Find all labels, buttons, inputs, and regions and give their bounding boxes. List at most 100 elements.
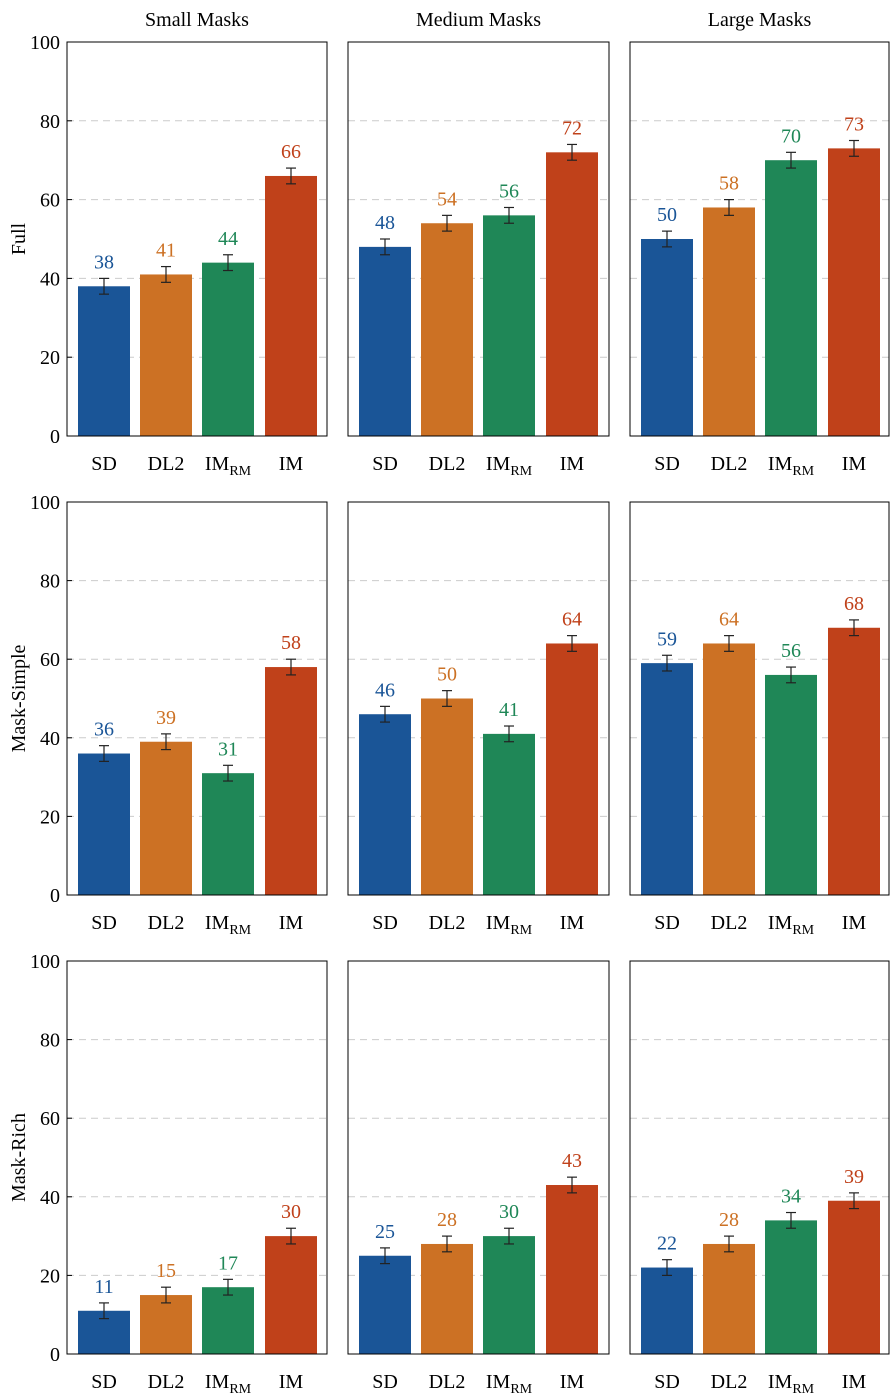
y-tick-label: 20 (40, 806, 60, 828)
row-label: Mask-Rich (8, 1113, 30, 1202)
y-tick-label: 60 (40, 190, 60, 212)
bar (78, 286, 130, 436)
x-tick-label: DL2 (148, 912, 185, 934)
bar (265, 667, 317, 895)
y-tick-label: 100 (30, 492, 60, 514)
x-tick-label: IM (842, 1371, 867, 1393)
y-tick-label: 80 (40, 111, 60, 133)
bar (765, 1220, 817, 1354)
x-tick-label-main: DL2 (429, 912, 466, 934)
x-tick-label: DL2 (148, 1371, 185, 1393)
x-tick-label: SD (91, 912, 117, 934)
x-tick-label-main: SD (372, 453, 398, 475)
data-label: 17 (218, 1252, 238, 1274)
x-tick-label: IMRM (205, 1371, 252, 1397)
x-tick-label-main: DL2 (711, 453, 748, 475)
y-tick-label: 40 (40, 728, 60, 750)
panel-frame (629, 501, 890, 896)
x-tick-label: DL2 (429, 1371, 466, 1393)
x-tick-label-subscript: RM (792, 464, 814, 479)
data-label: 50 (657, 204, 677, 226)
x-tick-label-main: IM (205, 453, 230, 475)
bar (765, 160, 817, 436)
bar (140, 274, 192, 436)
data-label: 46 (375, 679, 395, 701)
x-tick-label: IMRM (205, 912, 252, 938)
x-tick-label: SD (91, 1371, 117, 1393)
data-label: 64 (562, 609, 582, 631)
column-title: Large Masks (708, 9, 812, 31)
x-tick-label-subscript: RM (229, 1382, 251, 1397)
data-label: 54 (437, 188, 457, 210)
x-tick-label-main: IM (486, 1371, 511, 1393)
x-tick-label: IM (842, 453, 867, 475)
data-label: 30 (499, 1201, 519, 1223)
x-tick-label: IM (279, 1371, 304, 1393)
x-tick-label: SD (91, 453, 117, 475)
x-tick-label-subscript: RM (510, 1382, 532, 1397)
x-tick-label: SD (654, 912, 680, 934)
x-tick-label-main: DL2 (148, 1371, 185, 1393)
panel-frame (629, 960, 890, 1355)
bar (265, 1236, 317, 1354)
bar (828, 627, 880, 895)
data-label: 28 (437, 1209, 457, 1231)
panel-frame (629, 41, 890, 437)
x-tick-label-main: SD (654, 1371, 680, 1393)
x-tick-label-main: SD (372, 912, 398, 934)
data-label: 22 (657, 1233, 677, 1255)
y-tick-label: 0 (50, 426, 60, 448)
x-tick-label: IMRM (486, 453, 533, 479)
x-tick-label: DL2 (711, 912, 748, 934)
data-label: 59 (657, 628, 677, 650)
bar (546, 152, 598, 436)
x-tick-label: IM (560, 453, 585, 475)
x-tick-label-main: IM (279, 453, 304, 475)
y-tick-label: 80 (40, 571, 60, 593)
bar (140, 741, 192, 895)
bar (641, 239, 693, 436)
x-tick-label: IMRM (486, 1371, 533, 1397)
panel-frame (66, 41, 328, 437)
bar (202, 262, 254, 436)
x-tick-label-main: DL2 (148, 453, 185, 475)
data-label: 58 (281, 632, 301, 654)
x-tick-label: IMRM (768, 912, 815, 938)
x-tick-label-main: SD (91, 1371, 117, 1393)
bar (641, 663, 693, 895)
data-label: 41 (499, 699, 519, 721)
data-label: 56 (781, 640, 801, 662)
bar (765, 674, 817, 895)
x-tick-label: SD (654, 1371, 680, 1393)
bar (828, 1200, 880, 1354)
data-label: 56 (499, 180, 519, 202)
x-tick-label-subscript: RM (792, 1382, 814, 1397)
y-tick-label: 60 (40, 649, 60, 671)
x-tick-label-main: IM (486, 912, 511, 934)
panel-frame (347, 501, 610, 896)
x-tick-label: DL2 (148, 453, 185, 475)
y-tick-label: 80 (40, 1030, 60, 1052)
data-label: 36 (94, 719, 114, 741)
x-tick-label-main: DL2 (429, 453, 466, 475)
x-tick-label-main: IM (842, 912, 867, 934)
x-tick-label: SD (372, 453, 398, 475)
x-tick-label-subscript: RM (510, 464, 532, 479)
x-tick-label: IM (279, 453, 304, 475)
x-tick-label: SD (372, 1371, 398, 1393)
data-label: 30 (281, 1201, 301, 1223)
x-tick-label-main: IM (768, 1371, 793, 1393)
bar (359, 246, 411, 436)
x-tick-label-subscript: RM (229, 923, 251, 938)
bar (140, 1295, 192, 1354)
x-tick-label: SD (372, 912, 398, 934)
x-tick-label: IMRM (486, 912, 533, 938)
x-tick-label: DL2 (429, 912, 466, 934)
bar (202, 1287, 254, 1354)
